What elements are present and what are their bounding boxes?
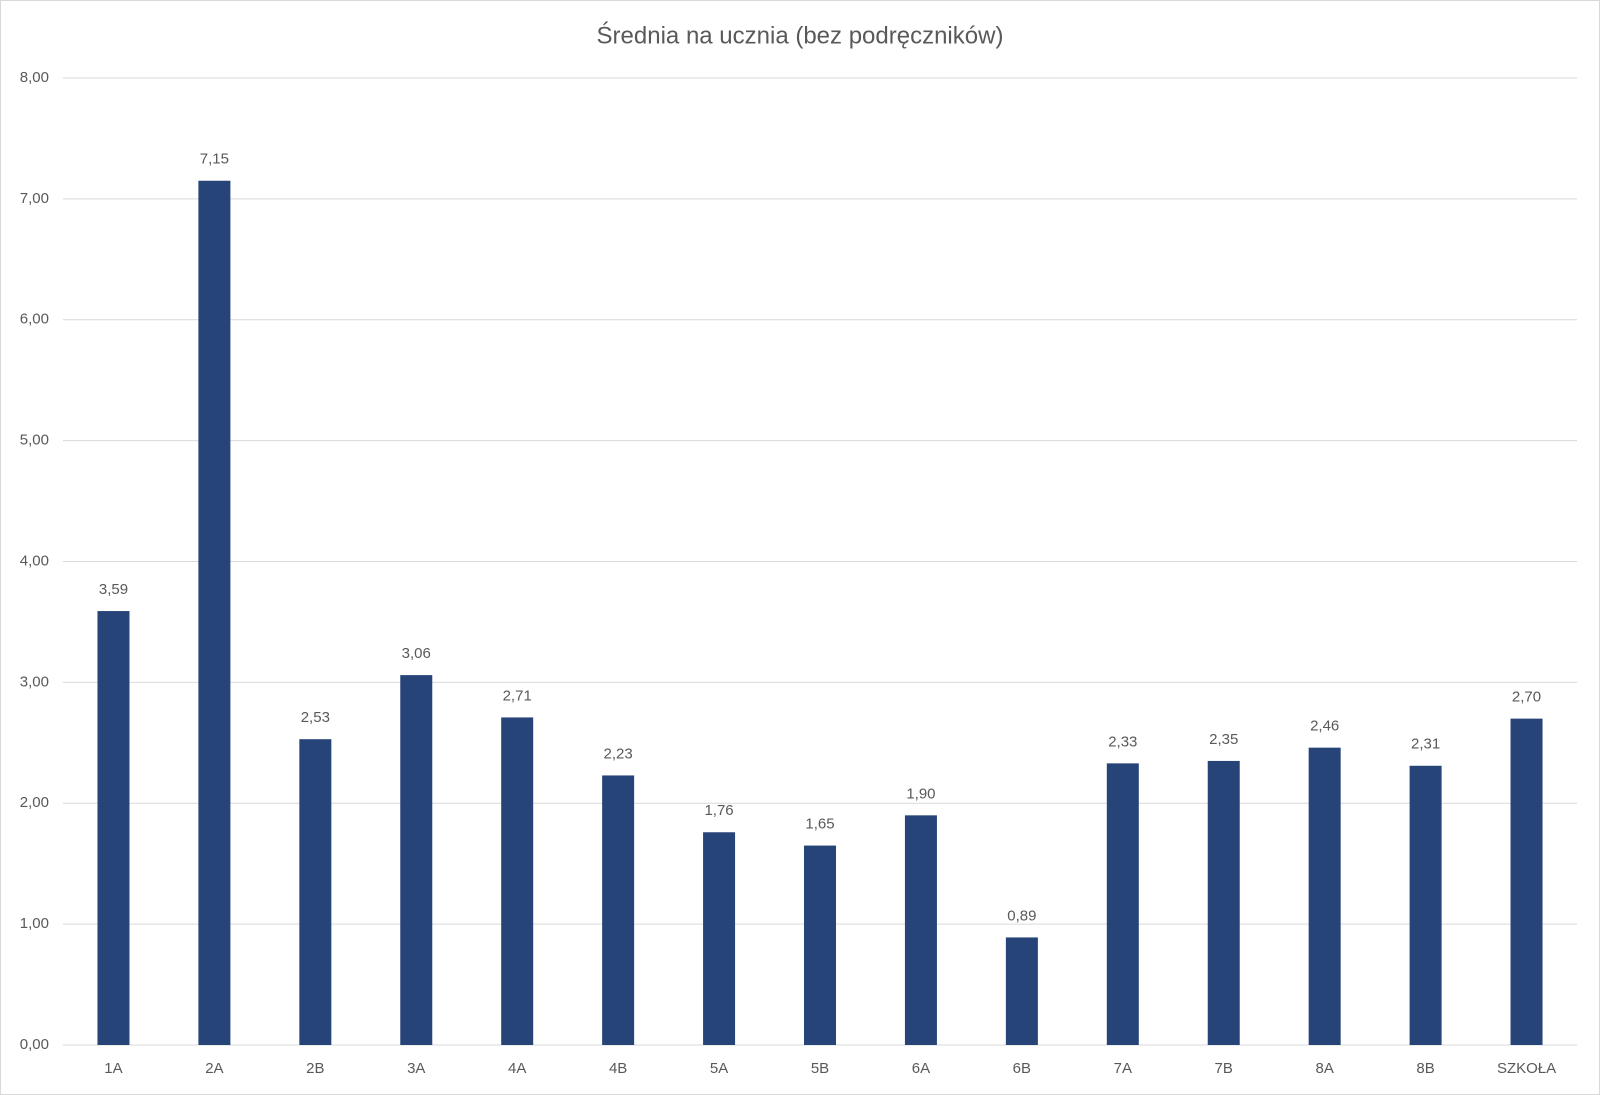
x-tick-label: 2B (306, 1060, 324, 1077)
x-tick-label: 6B (1013, 1060, 1031, 1077)
x-tick-label: 7B (1215, 1060, 1233, 1077)
bar (703, 832, 736, 1045)
value-label: 1,65 (805, 816, 834, 833)
y-tick-label: 2,00 (20, 794, 49, 811)
value-label: 0,89 (1007, 907, 1036, 924)
x-tick-label: 6A (912, 1060, 930, 1077)
value-label: 2,31 (1411, 736, 1440, 753)
value-label: 2,23 (604, 745, 633, 762)
value-label: 2,46 (1310, 718, 1339, 735)
value-label: 2,53 (301, 709, 330, 726)
bar (299, 739, 332, 1045)
value-label: 2,71 (503, 687, 532, 704)
y-tick-label: 3,00 (20, 673, 49, 690)
bar (1308, 747, 1341, 1045)
x-tick-label: 5B (811, 1060, 829, 1077)
x-tick-label: 2A (205, 1060, 223, 1077)
bar (1409, 765, 1442, 1045)
x-tick-label: 7A (1114, 1060, 1132, 1077)
bar (1005, 937, 1038, 1045)
bar (602, 775, 635, 1045)
bar (501, 717, 534, 1045)
x-tick-label: 8B (1416, 1060, 1434, 1077)
value-label: 2,33 (1108, 733, 1137, 750)
value-label: 2,70 (1512, 689, 1541, 706)
value-label: 2,35 (1209, 731, 1238, 748)
bar (904, 815, 937, 1045)
value-label: 3,06 (402, 645, 431, 662)
bar (1207, 760, 1240, 1045)
x-tick-label: SZKOŁA (1497, 1060, 1556, 1077)
bar (97, 611, 130, 1045)
bar (1106, 763, 1139, 1045)
bar (400, 675, 433, 1045)
chart-title: Średnia na ucznia (bez podręczników) (597, 21, 1004, 49)
y-tick-label: 7,00 (20, 190, 49, 207)
y-tick-label: 8,00 (20, 69, 49, 86)
x-tick-label: 3A (407, 1060, 425, 1077)
bar (1510, 718, 1543, 1045)
bar (198, 180, 231, 1045)
y-tick-label: 4,00 (20, 552, 49, 569)
x-tick-label: 1A (104, 1060, 122, 1077)
x-tick-label: 4A (508, 1060, 526, 1077)
x-tick-label: 8A (1315, 1060, 1333, 1077)
y-tick-label: 5,00 (20, 432, 49, 449)
y-tick-label: 6,00 (20, 311, 49, 328)
y-tick-label: 0,00 (20, 1036, 49, 1053)
value-label: 1,76 (704, 802, 733, 819)
y-tick-label: 1,00 (20, 915, 49, 932)
value-label: 7,15 (200, 151, 229, 168)
value-label: 3,59 (99, 581, 128, 598)
value-label: 1,90 (906, 785, 935, 802)
x-tick-label: 5A (710, 1060, 728, 1077)
x-tick-label: 4B (609, 1060, 627, 1077)
bar (804, 845, 836, 1045)
